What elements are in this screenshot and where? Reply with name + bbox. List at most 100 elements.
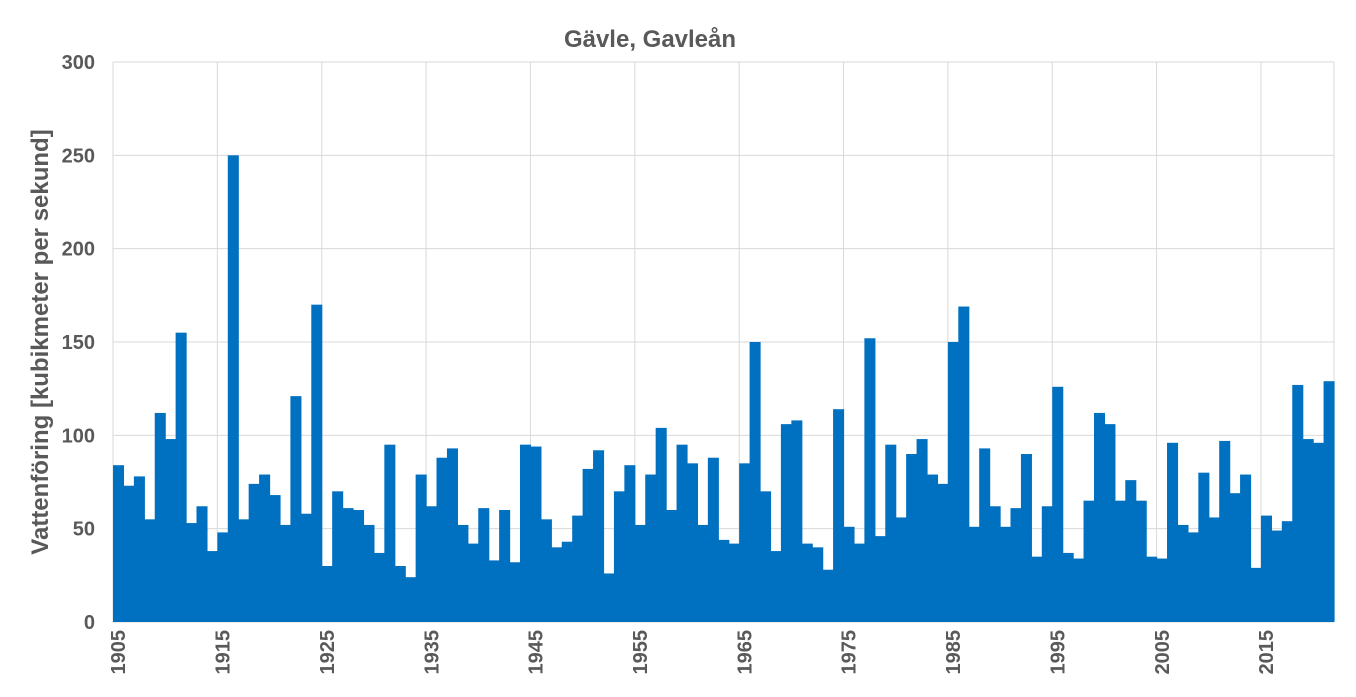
bar-1929 bbox=[363, 524, 375, 622]
bar-1926 bbox=[332, 491, 344, 622]
y-tick-label: 150 bbox=[62, 332, 95, 354]
bar-1928 bbox=[353, 510, 365, 622]
y-tick-label: 200 bbox=[62, 239, 95, 261]
bar-1985 bbox=[947, 342, 959, 622]
bar-1947 bbox=[551, 547, 563, 622]
bar-1973 bbox=[822, 569, 834, 622]
bar-1954 bbox=[624, 465, 636, 622]
bar-1912 bbox=[186, 523, 198, 622]
bar-1959 bbox=[676, 444, 688, 622]
bar-2015 bbox=[1260, 515, 1272, 622]
bar-1925 bbox=[321, 566, 333, 622]
bar-1976 bbox=[853, 543, 865, 622]
bar-1962 bbox=[707, 457, 719, 622]
bar-1918 bbox=[248, 483, 260, 622]
bar-1997 bbox=[1073, 558, 1085, 622]
bar-2007 bbox=[1177, 524, 1189, 622]
bar-2021 bbox=[1323, 381, 1335, 622]
x-tick-label: 2015 bbox=[1256, 630, 1278, 675]
bar-1916 bbox=[227, 155, 239, 623]
bar-1999 bbox=[1093, 412, 1106, 622]
bar-1979 bbox=[885, 444, 897, 622]
bar-1995 bbox=[1052, 386, 1064, 622]
bar-1998 bbox=[1083, 500, 1095, 622]
bar-1967 bbox=[760, 491, 772, 622]
y-axis-label: Vattenföring [kubikmeter per sekund] bbox=[27, 129, 54, 554]
bar-1968 bbox=[770, 551, 782, 622]
bar-1921 bbox=[279, 524, 292, 622]
x-tick-label: 1935 bbox=[421, 630, 443, 675]
bar-2009 bbox=[1198, 472, 1210, 622]
bar-1909 bbox=[154, 412, 166, 622]
bar-1915 bbox=[217, 532, 229, 622]
bar-1937 bbox=[446, 448, 458, 622]
bar-1949 bbox=[572, 515, 584, 622]
bar-1980 bbox=[895, 517, 907, 622]
bar-1986 bbox=[958, 306, 970, 622]
bar-1981 bbox=[906, 454, 918, 622]
x-tick-label: 1995 bbox=[1047, 630, 1069, 675]
bar-1978 bbox=[874, 536, 886, 622]
bar-1939 bbox=[467, 543, 479, 622]
bar-1924 bbox=[311, 304, 323, 622]
bar-1948 bbox=[561, 541, 573, 622]
bar-1975 bbox=[843, 526, 855, 622]
bar-1971 bbox=[801, 543, 813, 622]
y-axis-ticks: 0 50 100 150 200 250 300 bbox=[62, 52, 95, 634]
bar-1910 bbox=[165, 439, 177, 622]
bar-1938 bbox=[457, 524, 469, 622]
bar-2013 bbox=[1240, 474, 1252, 622]
bar-1920 bbox=[269, 495, 281, 622]
x-axis-ticks: 1905 1915 1925 1935 1945 1955 1965 1975 1985 1995… bbox=[108, 630, 1278, 675]
bar-1907 bbox=[133, 476, 145, 622]
bar-1992 bbox=[1020, 454, 1032, 622]
y-tick-label: 0 bbox=[84, 612, 95, 634]
bar-1908 bbox=[144, 519, 156, 622]
bar-2001 bbox=[1114, 500, 1126, 622]
x-tick-label: 1945 bbox=[526, 630, 548, 675]
bar-1960 bbox=[686, 463, 699, 622]
bar-1946 bbox=[540, 519, 552, 622]
bar-1989 bbox=[989, 506, 1001, 622]
bar-2004 bbox=[1146, 556, 1158, 622]
bar-1931 bbox=[384, 444, 396, 622]
bar-1923 bbox=[300, 513, 312, 622]
bars bbox=[113, 155, 1335, 623]
bar-2000 bbox=[1104, 424, 1116, 622]
bar-2002 bbox=[1125, 480, 1137, 622]
bar-1917 bbox=[238, 519, 250, 622]
bar-1932 bbox=[394, 566, 406, 622]
bar-1911 bbox=[175, 332, 187, 622]
bar-1942 bbox=[499, 510, 511, 622]
x-tick-label: 2005 bbox=[1152, 630, 1174, 675]
x-tick-label: 1975 bbox=[839, 630, 861, 675]
y-tick-label: 250 bbox=[62, 145, 95, 167]
bar-2011 bbox=[1219, 440, 1231, 622]
bar-2008 bbox=[1187, 532, 1199, 622]
bar-1906 bbox=[123, 485, 135, 622]
bar-2005 bbox=[1156, 558, 1168, 622]
bar-1969 bbox=[780, 424, 792, 622]
bar-1987 bbox=[968, 526, 980, 622]
bar-1950 bbox=[582, 468, 594, 622]
bar-1990 bbox=[1000, 526, 1012, 622]
bar-1970 bbox=[791, 420, 803, 622]
bar-1951 bbox=[593, 450, 605, 622]
bar-1957 bbox=[655, 427, 667, 622]
bar-1913 bbox=[196, 506, 208, 622]
bar-1965 bbox=[739, 463, 751, 622]
bar-2019 bbox=[1302, 439, 1314, 622]
bar-1952 bbox=[603, 573, 615, 622]
bar-1961 bbox=[697, 524, 709, 622]
y-tick-label: 300 bbox=[62, 52, 95, 74]
bar-1956 bbox=[645, 474, 657, 622]
bar-1993 bbox=[1031, 556, 1043, 622]
bar-1914 bbox=[206, 551, 218, 622]
bar-1984 bbox=[937, 483, 949, 622]
bar-1922 bbox=[290, 396, 302, 622]
bar-1966 bbox=[749, 342, 761, 622]
bar-1958 bbox=[666, 510, 678, 622]
bar-1930 bbox=[373, 552, 385, 622]
bar-1974 bbox=[833, 409, 845, 622]
